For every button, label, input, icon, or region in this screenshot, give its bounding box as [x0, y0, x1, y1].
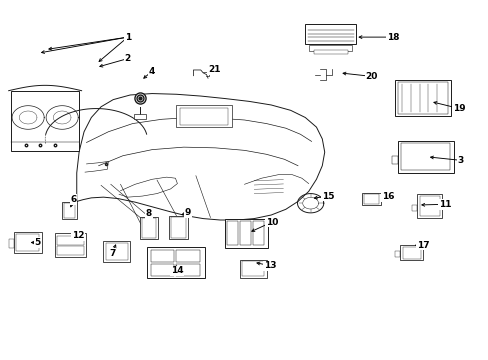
Text: 13: 13: [264, 261, 276, 270]
Bar: [313, 50, 347, 54]
Text: 9: 9: [184, 208, 190, 217]
Bar: [62, 202, 77, 219]
Bar: [103, 242, 130, 262]
Bar: [57, 246, 84, 255]
Text: 7: 7: [109, 249, 115, 258]
Bar: [176, 264, 200, 276]
Bar: [14, 232, 41, 253]
Text: 16: 16: [382, 192, 394, 201]
Bar: [364, 194, 378, 203]
Bar: [416, 194, 442, 217]
Bar: [362, 193, 380, 205]
Bar: [57, 236, 84, 245]
Bar: [169, 216, 187, 239]
Text: 2: 2: [124, 54, 131, 63]
Text: 14: 14: [171, 266, 183, 275]
Text: 6: 6: [70, 195, 76, 204]
Bar: [55, 233, 86, 257]
Bar: [226, 221, 238, 246]
Bar: [9, 239, 14, 248]
Bar: [308, 45, 352, 51]
Bar: [411, 204, 416, 211]
Bar: [391, 156, 397, 164]
Bar: [147, 247, 204, 278]
Bar: [397, 141, 453, 173]
Bar: [224, 219, 267, 248]
Bar: [397, 82, 447, 113]
Text: 19: 19: [452, 104, 465, 113]
Bar: [239, 260, 266, 278]
Bar: [134, 113, 145, 119]
Bar: [242, 261, 264, 276]
Bar: [176, 105, 232, 127]
Text: 3: 3: [457, 156, 463, 165]
Bar: [140, 217, 158, 239]
Bar: [142, 218, 156, 238]
Text: 20: 20: [365, 72, 377, 81]
Bar: [400, 143, 449, 170]
Bar: [252, 221, 264, 246]
Text: 1: 1: [124, 33, 131, 42]
Text: 17: 17: [416, 240, 429, 249]
Bar: [419, 196, 439, 216]
Text: 15: 15: [321, 192, 334, 201]
Bar: [63, 203, 75, 218]
Bar: [239, 221, 251, 246]
Bar: [399, 246, 423, 260]
Bar: [180, 108, 228, 125]
Bar: [17, 234, 39, 251]
Bar: [150, 250, 174, 262]
Text: 11: 11: [438, 200, 450, 209]
Text: 12: 12: [72, 231, 84, 240]
Bar: [402, 247, 420, 258]
Text: 10: 10: [265, 218, 277, 227]
Bar: [305, 23, 356, 44]
Bar: [176, 250, 200, 262]
Text: 18: 18: [386, 33, 399, 42]
Bar: [150, 264, 174, 276]
Bar: [106, 243, 127, 260]
Text: 5: 5: [34, 238, 41, 247]
Bar: [171, 217, 185, 238]
Bar: [394, 251, 399, 257]
Text: 8: 8: [145, 210, 152, 219]
Bar: [394, 80, 450, 116]
Bar: [11, 91, 79, 152]
Text: 4: 4: [149, 67, 155, 76]
Text: 21: 21: [208, 66, 220, 75]
